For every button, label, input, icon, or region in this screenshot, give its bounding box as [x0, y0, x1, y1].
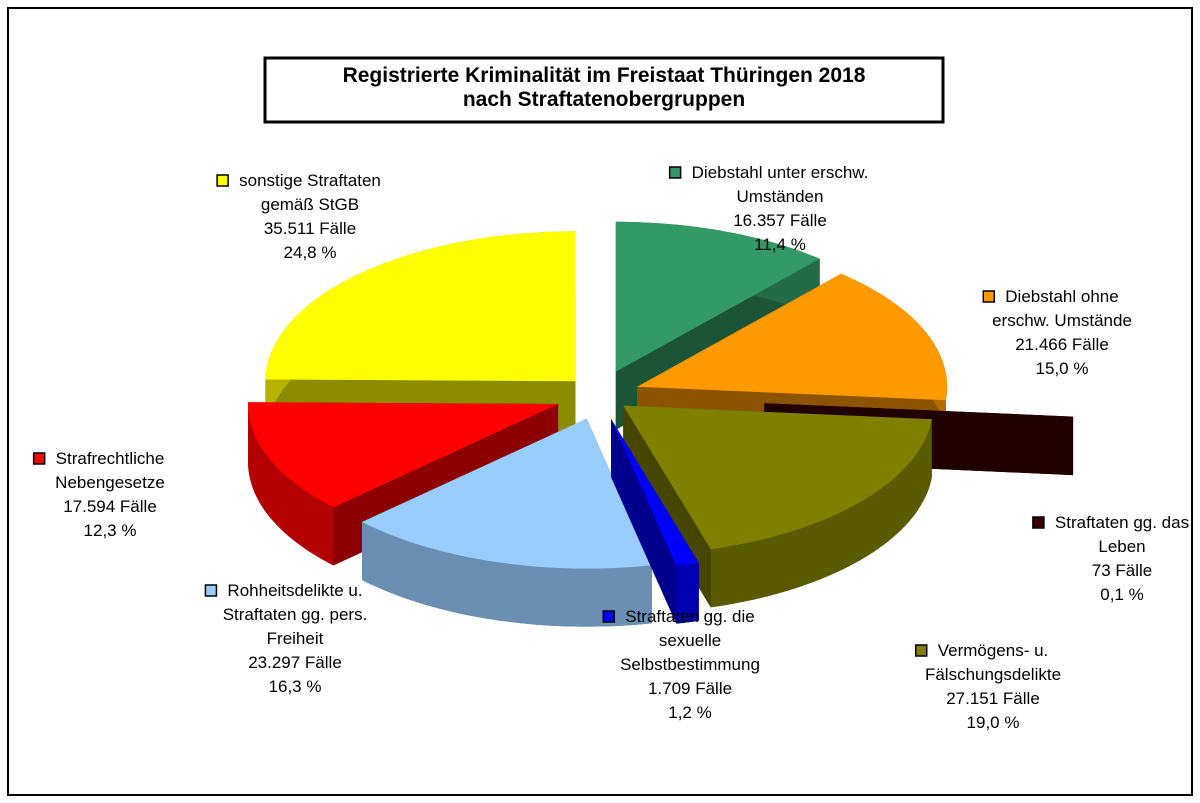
slice-label: Rohheitsdelikte u. Straftaten gg. pers. Fr… — [223, 581, 368, 648]
slice-wall — [248, 402, 334, 566]
value-label: 0,1 % — [1100, 585, 1143, 604]
case-count-label: 23.297 Fälle — [248, 653, 342, 672]
legend-swatch — [32, 452, 46, 465]
value-label: 19,0 % — [967, 713, 1020, 732]
slice-top — [611, 419, 699, 566]
slice-label: sonstige Straftaten gemäß StGB — [239, 171, 381, 214]
case-count-label: 27.151 Fälle — [946, 689, 1040, 708]
case-count-label: 73 Fälle — [1092, 561, 1152, 580]
slice-top — [248, 402, 559, 508]
value-label: 24,8 % — [284, 243, 337, 262]
legend-swatch — [668, 166, 682, 179]
value-label: 16,3 % — [269, 677, 322, 696]
value-label: 11,4 % — [754, 235, 806, 254]
legend-swatch — [602, 610, 616, 623]
slice-label: Vermögens- u. Fälschungsdelikte — [925, 641, 1061, 684]
legend-swatch — [204, 584, 218, 597]
slice-top — [764, 403, 1074, 418]
legend-swatch — [1032, 516, 1045, 529]
slice-wall — [676, 562, 699, 624]
case-count-label: 16.357 Fälle — [733, 211, 827, 230]
slice-top — [362, 418, 652, 569]
slice-top — [637, 273, 948, 401]
case-count-label: 1.709 Fälle — [648, 679, 732, 698]
slice-top — [265, 231, 576, 382]
case-count-label: 21.466 Fälle — [1015, 335, 1109, 354]
slice-label: Strafrechtliche Nebengesetze — [55, 449, 165, 492]
title-box — [263, 56, 945, 124]
legend-swatch — [216, 174, 229, 187]
chart-border — [7, 7, 1193, 796]
slice-label: Diebstahl unter erschw. Umständen — [692, 163, 869, 206]
value-label: 1,2 % — [668, 703, 711, 722]
slice-top — [623, 405, 932, 550]
value-label: 12,3 % — [84, 521, 137, 540]
case-count-label: 35.511 Fälle — [264, 219, 356, 238]
slice-side — [611, 419, 677, 624]
case-count-label: 17.594 Fälle — [63, 497, 157, 516]
slice-top — [615, 221, 820, 372]
chart-title: Registrierte Kriminalität im Freistaat T… — [343, 64, 866, 111]
legend-swatch — [982, 290, 996, 303]
slice-label: Straftaten gg. das Leben — [1055, 513, 1189, 556]
slice-label: Diebstahl ohne erschw. Umstände — [992, 287, 1132, 330]
value-label: 15,0 % — [1036, 359, 1089, 378]
slice-wall — [710, 419, 932, 608]
legend-swatch — [914, 644, 928, 657]
slice-wall — [362, 522, 652, 627]
slice-label: Straftaten gg. die sexuelle Selbstbestimmu… — [620, 607, 760, 674]
